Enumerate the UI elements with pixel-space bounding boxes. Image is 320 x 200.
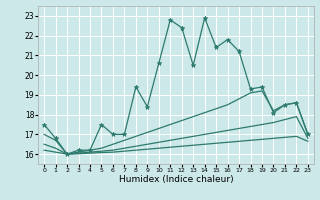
X-axis label: Humidex (Indice chaleur): Humidex (Indice chaleur): [119, 175, 233, 184]
